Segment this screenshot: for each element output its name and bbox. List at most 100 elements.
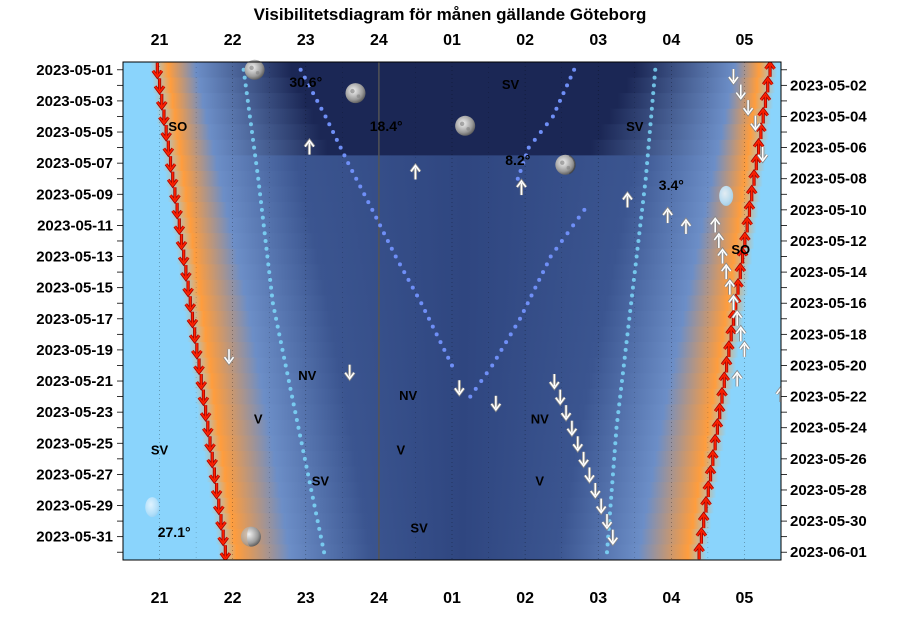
date-label-left: 2023-05-09 xyxy=(36,186,113,203)
moon-path-dot xyxy=(494,355,499,360)
moon-path-dot xyxy=(370,207,375,212)
sky-row xyxy=(123,108,781,125)
moonset-arrow xyxy=(184,296,197,313)
sky-row xyxy=(123,233,781,250)
moonset-arrow xyxy=(206,451,218,469)
moon-direction-arrow xyxy=(589,482,602,500)
moon-path-dot xyxy=(554,106,559,111)
moon-path-dot xyxy=(524,153,529,158)
moon-path-dot xyxy=(571,223,576,228)
moon-path-dot xyxy=(619,379,624,384)
moon-direction-arrow xyxy=(731,369,743,387)
moon-path-dot xyxy=(306,83,311,88)
moon-path-dot xyxy=(406,277,411,282)
moon-path-dot xyxy=(582,207,587,212)
moonrise-arrow xyxy=(757,106,769,124)
compass-direction-label: NV xyxy=(531,411,549,426)
moon-path-dot xyxy=(243,83,248,88)
moon-path-dot xyxy=(320,542,325,547)
moon-path-dot xyxy=(473,386,478,391)
moon-direction-arrow xyxy=(727,293,740,311)
moon-path-dot xyxy=(247,114,252,119)
moon-path-dot xyxy=(393,254,398,259)
moonrise-arrow xyxy=(695,526,708,544)
moon-path-dot xyxy=(312,503,317,508)
date-label-right: 2023-05-26 xyxy=(790,451,867,468)
moon-path-dot xyxy=(609,495,614,500)
moon-path-dot xyxy=(415,293,420,298)
moon-path-dot xyxy=(338,145,343,150)
moon-path-dot xyxy=(350,168,355,173)
compass-direction-label: SO xyxy=(168,119,187,134)
moon-path-dot xyxy=(434,332,439,337)
moon-path-dot xyxy=(266,262,271,267)
moon-path-dot xyxy=(508,332,513,337)
moon-path-dot xyxy=(613,441,618,446)
moonrise-arrow xyxy=(704,464,717,482)
moon-path-dot xyxy=(647,130,652,135)
moon-path-dot xyxy=(627,316,632,321)
moon-direction-arrow xyxy=(775,385,781,403)
hour-label-bottom: 22 xyxy=(224,590,242,607)
compass-direction-label: SV xyxy=(312,474,330,489)
moon-path-dot xyxy=(643,176,648,181)
moon-path-dot xyxy=(626,324,631,329)
compass-direction-label: SV xyxy=(626,119,644,134)
moon-path-dot xyxy=(264,246,269,251)
compass-direction-label: SO xyxy=(731,242,750,257)
moon-path-dot xyxy=(544,262,549,267)
moon-path-dot xyxy=(565,231,570,236)
moon-path-dot xyxy=(612,456,617,461)
moonrise-arrow xyxy=(736,246,749,264)
moon-path-dot xyxy=(641,200,646,205)
hour-label-bottom: 02 xyxy=(516,590,534,607)
moonset-arrow xyxy=(166,171,179,189)
moon-path-dot xyxy=(304,464,309,469)
moonset-arrow xyxy=(155,93,168,111)
moon-path-dot xyxy=(402,270,407,275)
moon-path-dot xyxy=(311,91,316,96)
moon-path-dot xyxy=(397,262,402,267)
moonset-arrow xyxy=(171,202,183,220)
moon-path-dot xyxy=(310,495,315,500)
date-label-right: 2023-05-18 xyxy=(790,326,867,343)
moon-direction-arrow xyxy=(453,380,466,397)
date-label-left: 2023-05-05 xyxy=(36,124,113,141)
moonrise-arrow xyxy=(734,262,747,280)
moon-direction-arrow xyxy=(738,340,751,357)
moon-direction-arrow xyxy=(680,217,692,234)
moonrise-arrow xyxy=(700,495,712,513)
compass-direction-label: V xyxy=(396,443,405,458)
moon-direction-arrow xyxy=(577,451,590,469)
moon-path-dot xyxy=(246,106,251,111)
moon-path-dot xyxy=(648,122,653,127)
moon-path-dot xyxy=(302,456,307,461)
moon-path-dot xyxy=(331,130,336,135)
plot-annotations: 30.6° 18.4° 8.2° 3.4° 27.1° SV SO SV SO NV NV V NV SV… xyxy=(151,74,750,540)
hour-label-bottom: 21 xyxy=(151,590,169,607)
moon-path-dot xyxy=(550,114,555,119)
moon-path-dot xyxy=(490,363,495,368)
date-label-left: 2023-05-13 xyxy=(36,249,113,266)
moon-path-dot xyxy=(622,355,627,360)
date-label-left: 2023-05-03 xyxy=(36,93,113,110)
moon-path-dot xyxy=(259,207,264,212)
moon-path-dot xyxy=(639,215,644,220)
sky-row xyxy=(123,513,781,530)
moonrise-arrow xyxy=(720,355,733,373)
moon-direction-arrow xyxy=(303,137,316,155)
moon-path-dot xyxy=(257,184,262,189)
moon-path-dot xyxy=(255,168,260,173)
moon-path-dot xyxy=(623,347,628,352)
moonrise-arrow xyxy=(707,449,719,466)
moon-direction-arrow xyxy=(566,420,578,438)
hour-label-bottom: 05 xyxy=(736,590,754,607)
moon-path-dot xyxy=(609,487,614,492)
moon-path-dot xyxy=(532,137,537,142)
moon-path-dot xyxy=(274,316,279,321)
moon-path-dot xyxy=(646,145,651,150)
direction-arrows xyxy=(151,62,781,560)
moon-direction-arrow xyxy=(716,246,729,264)
moonset-arrow xyxy=(191,342,203,360)
moon-path-dot xyxy=(651,91,656,96)
